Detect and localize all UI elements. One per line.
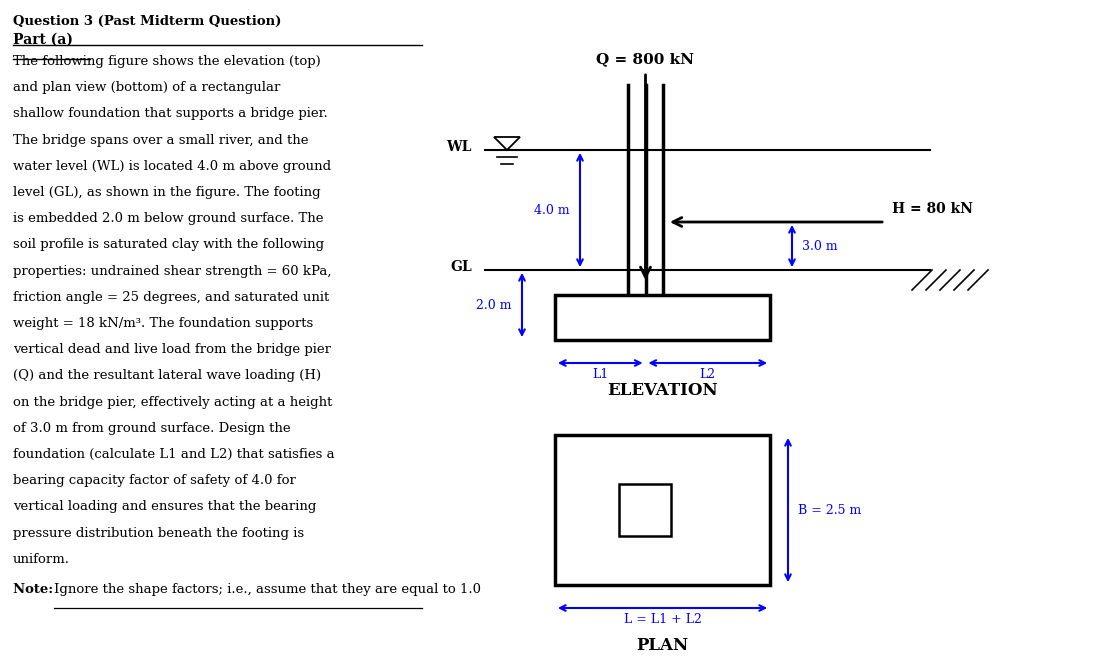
Text: PLAN: PLAN	[637, 637, 688, 654]
Text: is embedded 2.0 m below ground surface. The: is embedded 2.0 m below ground surface. …	[13, 212, 324, 225]
Text: properties: undrained shear strength = 60 kPa,: properties: undrained shear strength = 6…	[13, 265, 331, 277]
Text: vertical loading and ensures that the bearing: vertical loading and ensures that the be…	[13, 500, 316, 513]
Text: vertical dead and live load from the bridge pier: vertical dead and live load from the bri…	[13, 343, 331, 356]
Bar	[555, 435, 770, 585]
Text: and plan view (bottom) of a rectangular: and plan view (bottom) of a rectangular	[13, 81, 280, 94]
Text: L = L1 + L2: L = L1 + L2	[624, 613, 701, 626]
Text: uniform.: uniform.	[13, 553, 70, 565]
Text: ELEVATION: ELEVATION	[607, 382, 718, 399]
Text: 2.0 m: 2.0 m	[477, 299, 512, 312]
Text: Q = 800 kN: Q = 800 kN	[596, 52, 695, 66]
Text: soil profile is saturated clay with the following: soil profile is saturated clay with the …	[13, 239, 324, 251]
Text: water level (WL) is located 4.0 m above ground: water level (WL) is located 4.0 m above …	[13, 160, 331, 173]
Text: GL: GL	[451, 260, 472, 274]
Text: (Q) and the resultant lateral wave loading (H): (Q) and the resultant lateral wave loadi…	[13, 369, 322, 383]
Text: friction angle = 25 degrees, and saturated unit: friction angle = 25 degrees, and saturat…	[13, 291, 329, 304]
Text: level (GL), as shown in the figure. The footing: level (GL), as shown in the figure. The …	[13, 186, 321, 199]
Text: weight = 18 kN/m³. The foundation supports: weight = 18 kN/m³. The foundation suppor…	[13, 317, 313, 330]
Text: B = 2.5 m: B = 2.5 m	[798, 503, 861, 517]
Text: H = 80 kN: H = 80 kN	[892, 202, 973, 216]
Bar	[555, 295, 770, 340]
Text: shallow foundation that supports a bridge pier.: shallow foundation that supports a bridg…	[13, 107, 328, 121]
Text: 4.0 m: 4.0 m	[534, 204, 570, 216]
Text: Part (a): Part (a)	[13, 33, 73, 47]
Text: bearing capacity factor of safety of 4.0 for: bearing capacity factor of safety of 4.0…	[13, 474, 295, 487]
Text: foundation (calculate L1 and L2) that satisfies a: foundation (calculate L1 and L2) that sa…	[13, 448, 335, 461]
Text: of 3.0 m from ground surface. Design the: of 3.0 m from ground surface. Design the	[13, 422, 291, 435]
Text: The following figure shows the elevation (top): The following figure shows the elevation…	[13, 55, 321, 68]
Text: Note:: Note:	[13, 583, 58, 596]
Text: Question 3 (Past Midterm Question): Question 3 (Past Midterm Question)	[13, 15, 281, 28]
Text: WL: WL	[446, 140, 472, 154]
Text: 3.0 m: 3.0 m	[802, 239, 838, 253]
Bar	[618, 484, 671, 536]
Text: Ignore the shape factors; i.e., assume that they are equal to 1.0: Ignore the shape factors; i.e., assume t…	[54, 583, 481, 596]
Text: pressure distribution beneath the footing is: pressure distribution beneath the footin…	[13, 527, 304, 539]
Text: on the bridge pier, effectively acting at a height: on the bridge pier, effectively acting a…	[13, 395, 333, 409]
Text: The bridge spans over a small river, and the: The bridge spans over a small river, and…	[13, 133, 309, 147]
Text: L2: L2	[700, 368, 715, 381]
Text: L1: L1	[592, 368, 608, 381]
